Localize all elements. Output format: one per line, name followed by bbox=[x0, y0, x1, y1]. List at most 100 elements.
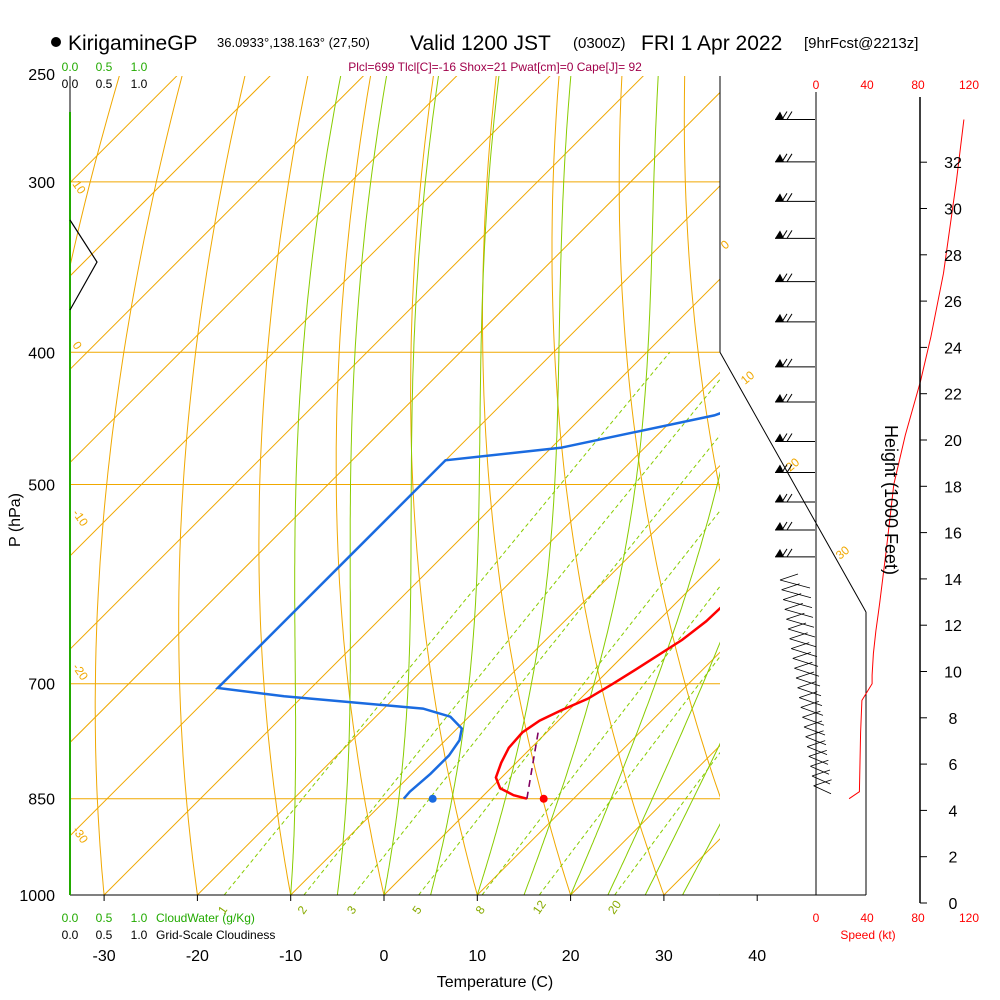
dry-adiabat-line bbox=[482, 76, 572, 895]
height-tick-label: 22 bbox=[944, 387, 962, 404]
title-station: KirigamineGP bbox=[68, 32, 198, 55]
moist-adiabat-line bbox=[476, 76, 572, 895]
dry-adiabat-line bbox=[410, 76, 478, 895]
wind-barb-low bbox=[810, 765, 830, 775]
speed-top-scale: 0 40 80 120 bbox=[813, 78, 980, 92]
isotherm-line bbox=[70, 76, 365, 371]
isotherm-line bbox=[70, 76, 551, 557]
wind-barb-feather bbox=[800, 701, 819, 708]
mixing-ratio-label: 3 bbox=[344, 903, 359, 917]
pressure-tick-label: 700 bbox=[28, 677, 55, 694]
height-tick-label: 2 bbox=[949, 850, 958, 867]
wind-barb-pennant bbox=[775, 464, 784, 473]
wind-barb-feather bbox=[811, 769, 831, 777]
cloudiness-profile bbox=[69, 219, 98, 311]
surface-dewpoint-marker bbox=[428, 794, 437, 803]
isotherm-line bbox=[197, 371, 720, 895]
isotherm-line bbox=[476, 651, 720, 895]
wind-barb-feather bbox=[784, 603, 803, 610]
moist-adiabat-line bbox=[290, 76, 342, 895]
pressure-tick-label: 250 bbox=[28, 67, 55, 84]
wind-barb-feather bbox=[805, 730, 824, 738]
speed-top-tick: 120 bbox=[959, 78, 979, 92]
wind-barb-feather bbox=[791, 642, 810, 649]
height-tick-label: 14 bbox=[944, 572, 962, 589]
wind-barb-feather bbox=[802, 710, 821, 718]
thermo-grid bbox=[70, 74, 1000, 895]
height-tick-label: 20 bbox=[944, 433, 962, 450]
moist-adiabat-line bbox=[383, 76, 440, 895]
dry-adiabat-line bbox=[748, 74, 944, 895]
wind-barb-feather bbox=[797, 681, 816, 689]
mixing-ratio-line bbox=[481, 585, 720, 895]
wind-barb-flag bbox=[781, 313, 793, 323]
speed-label: Speed (kt) bbox=[840, 928, 895, 942]
wind-barb-pennant bbox=[775, 193, 784, 202]
temperature-tick-label: 20 bbox=[562, 948, 580, 965]
height-tick-label: 12 bbox=[944, 618, 962, 635]
wind-barb-low bbox=[783, 599, 813, 608]
wind-barb-feather bbox=[799, 691, 818, 698]
wind-barb-low bbox=[813, 785, 832, 795]
wind-barb-flag bbox=[781, 521, 793, 531]
height-tick-label: 32 bbox=[944, 155, 962, 172]
isotherm-line bbox=[383, 558, 720, 895]
mixing-ratio-label: 5 bbox=[409, 903, 424, 917]
title-utc: (0300Z) bbox=[573, 35, 626, 52]
temperature-tick-label: -10 bbox=[279, 948, 302, 965]
wind-barb-low bbox=[807, 746, 828, 755]
wind-barb-low bbox=[784, 609, 814, 618]
theta-label: 20 bbox=[783, 455, 802, 475]
wind-barb-pennant bbox=[775, 393, 784, 402]
wind-panel bbox=[775, 92, 965, 895]
isotherm-line bbox=[103, 278, 720, 895]
moist-adiabat-line bbox=[570, 471, 720, 895]
wind-barb-feather bbox=[794, 661, 813, 669]
title-coords: 36.0933°,138.163° (27,50) bbox=[217, 35, 370, 50]
dry-adiabat-label: -10 bbox=[70, 507, 92, 530]
moist-adiabat-line bbox=[523, 76, 659, 895]
mixing-ratio-line bbox=[614, 751, 720, 895]
wind-barb-flag bbox=[781, 153, 793, 163]
cloudwater-bottom-tick: 1.0 bbox=[131, 911, 148, 925]
cloudwater-bottom-scale: 0.0 0.5 1.0 CloudWater (g/Kg) 0.0 0.5 1.… bbox=[62, 911, 276, 942]
height-tick-label: 26 bbox=[944, 294, 962, 311]
height-tick-label: 30 bbox=[944, 202, 962, 219]
moist-adiabat-line bbox=[336, 76, 388, 895]
wind-barb-feather bbox=[795, 671, 815, 679]
moist-adiabat-line bbox=[430, 76, 500, 895]
wind-barb-flag bbox=[781, 493, 793, 503]
wind-barb-feather bbox=[813, 779, 832, 787]
height-tick-label: 6 bbox=[949, 757, 958, 774]
wind-barb-pennant bbox=[775, 548, 784, 557]
wind-barb-flag bbox=[781, 358, 793, 368]
cloudwater-top-tick: 1.0 bbox=[131, 60, 148, 74]
isotherm-line bbox=[851, 74, 1000, 895]
cloudwater-bottom-tick: 0.0 bbox=[62, 911, 79, 925]
wind-barb-pennant bbox=[775, 273, 784, 282]
dry-adiabat-line bbox=[258, 76, 309, 895]
wind-barb-flag bbox=[781, 393, 793, 403]
wind-barb-low bbox=[803, 726, 826, 736]
wind-barb-pennant bbox=[775, 313, 784, 322]
wind-barb-low bbox=[786, 618, 815, 628]
wind-barb-low bbox=[792, 658, 819, 667]
wind-barb-flag bbox=[781, 548, 793, 558]
wind-barb-flag bbox=[781, 193, 793, 202]
y-axis-label: P (hPa) bbox=[7, 493, 24, 547]
wind-barb-feather bbox=[807, 740, 826, 747]
isotherm-line bbox=[70, 91, 720, 744]
title: KirigamineGP 36.0933°,138.163° (27,50) V… bbox=[51, 32, 918, 55]
height-tick-label: 24 bbox=[944, 340, 962, 357]
mixing-ratio-label: 12 bbox=[530, 897, 549, 916]
x-axis-label: Temperature (C) bbox=[437, 974, 553, 991]
mixing-ratio-line bbox=[353, 434, 720, 895]
cloudiness-bottom-tick: 0.0 bbox=[62, 928, 79, 942]
wind-barb-low bbox=[781, 589, 812, 599]
wind-barb-flag bbox=[781, 111, 793, 120]
wind-barb-feather bbox=[803, 720, 823, 728]
wind-barb-low bbox=[779, 579, 811, 589]
wind-barb-pennant bbox=[775, 358, 784, 367]
